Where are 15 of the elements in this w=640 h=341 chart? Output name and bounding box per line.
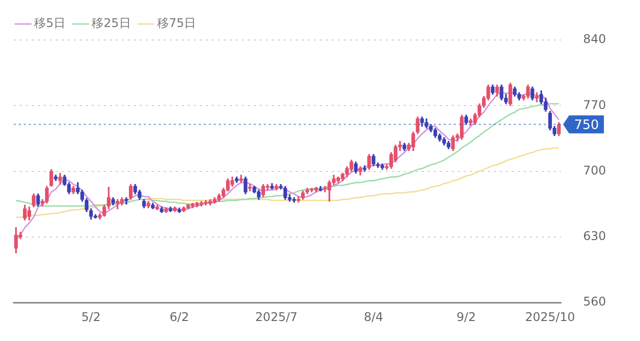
y-tick-label: 630	[583, 229, 606, 244]
y-tick-label: 770	[583, 98, 606, 112]
x-tick-label: 8/4	[364, 310, 384, 324]
legend-label: 移25日	[92, 16, 131, 30]
x-tick-label: 9/2	[456, 310, 476, 324]
ref-line-label: 750	[574, 118, 599, 133]
y-tick-label: 560	[583, 294, 606, 309]
x-tick-label: 2025/7	[255, 310, 298, 324]
x-tick-label: 2025/10	[525, 310, 575, 324]
x-tick-label: 6/2	[170, 310, 189, 324]
legend-label: 移5日	[34, 16, 66, 30]
y-tick-label: 840	[583, 32, 606, 46]
x-tick-label: 5/2	[81, 310, 101, 324]
y-tick-label: 700	[583, 163, 606, 178]
legend-label: 移75日	[156, 16, 196, 30]
